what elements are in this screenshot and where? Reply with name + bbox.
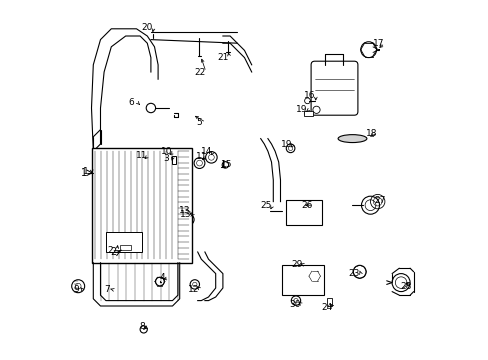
Text: 22: 22 (193, 68, 204, 77)
Bar (285, 200, 321, 225)
Text: 3: 3 (163, 154, 168, 163)
Text: 30: 30 (288, 300, 300, 309)
Text: 17: 17 (372, 39, 384, 48)
Text: 4: 4 (159, 274, 165, 282)
Text: 18: 18 (365, 129, 376, 138)
Text: 12: 12 (188, 285, 200, 294)
Bar (120, 245, 131, 250)
Text: 11: 11 (195, 152, 206, 161)
Text: 13: 13 (179, 206, 190, 215)
Bar (303, 111, 312, 116)
FancyBboxPatch shape (310, 61, 357, 115)
Text: 1: 1 (81, 168, 87, 178)
Text: 10: 10 (161, 148, 172, 157)
Text: 19: 19 (296, 105, 307, 114)
Text: 16: 16 (303, 91, 314, 100)
Ellipse shape (337, 135, 366, 143)
Text: 7: 7 (104, 285, 110, 294)
Text: 26: 26 (301, 201, 312, 210)
Bar (171, 156, 176, 164)
Bar (282, 265, 323, 295)
Bar (106, 232, 142, 252)
Text: 19: 19 (281, 140, 292, 149)
Bar (326, 298, 332, 306)
Text: 20: 20 (142, 23, 153, 32)
Text: 6: 6 (128, 98, 134, 107)
Text: 1: 1 (82, 166, 88, 176)
Text: 23: 23 (348, 269, 359, 278)
Text: 2: 2 (110, 247, 116, 257)
Text: 25: 25 (260, 201, 271, 210)
Text: 27: 27 (374, 197, 385, 205)
Ellipse shape (154, 156, 179, 164)
Text: 14: 14 (201, 147, 212, 156)
Text: 8: 8 (139, 323, 144, 331)
Text: 28: 28 (400, 282, 411, 291)
Text: 13: 13 (180, 210, 191, 219)
Ellipse shape (285, 273, 309, 280)
Text: 5: 5 (196, 118, 202, 127)
Text: 29: 29 (290, 260, 302, 269)
Text: 11: 11 (136, 151, 147, 160)
Text: 15: 15 (220, 161, 232, 170)
Text: 2: 2 (107, 246, 113, 255)
Text: 9: 9 (73, 285, 79, 294)
Text: 21: 21 (217, 53, 228, 62)
Bar (91, 148, 192, 263)
Text: 24: 24 (321, 303, 332, 312)
